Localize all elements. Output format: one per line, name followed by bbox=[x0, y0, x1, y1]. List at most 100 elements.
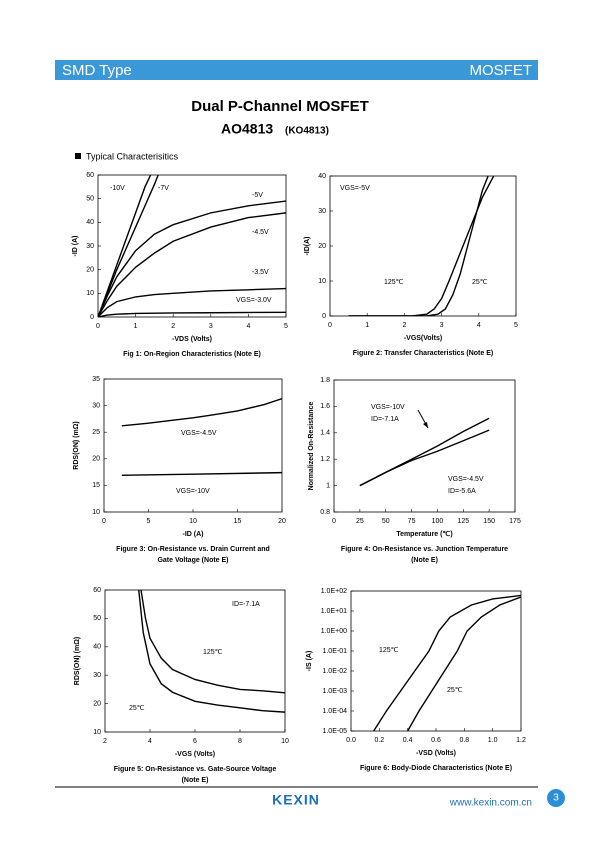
y-tick-label: 20 bbox=[86, 267, 94, 274]
annotation: 125℃ bbox=[384, 279, 404, 286]
y-tick-label: 30 bbox=[92, 402, 100, 409]
y-tick-label: 1 bbox=[326, 482, 330, 489]
x-tick-label: 25 bbox=[356, 518, 364, 525]
y-tick-label: 20 bbox=[92, 456, 100, 463]
y-tick-label: 40 bbox=[318, 173, 326, 180]
annotation: -3.5V bbox=[252, 269, 269, 276]
y-tick-label: 1.0E-03 bbox=[322, 688, 347, 695]
part-alt: (KO4813) bbox=[285, 126, 329, 137]
y-axis-label: -ID(A) bbox=[304, 236, 311, 255]
x-tick-label: 1.0 bbox=[488, 737, 498, 744]
annotation: VGS=-4.5V bbox=[181, 430, 217, 437]
x-tick-label: 5 bbox=[147, 518, 151, 525]
x-tick-label: 75 bbox=[408, 518, 416, 525]
x-tick-label: 5 bbox=[514, 322, 518, 329]
y-tick-label: 15 bbox=[92, 482, 100, 489]
curve bbox=[98, 311, 286, 317]
caption: Figure 5: On-Resistance vs. Gate-Source … bbox=[114, 766, 277, 773]
x-tick-label: 1 bbox=[134, 323, 138, 330]
x-tick-label: 2 bbox=[402, 322, 406, 329]
x-axis-label: -VDS (Volts) bbox=[172, 336, 212, 343]
annotation: 25℃ bbox=[447, 687, 463, 694]
x-axis-label: Temperature (℃) bbox=[396, 530, 452, 538]
x-tick-label: 0 bbox=[96, 323, 100, 330]
annotation: 125℃ bbox=[379, 647, 399, 654]
x-tick-label: 15 bbox=[234, 518, 242, 525]
x-tick-label: 0.0 bbox=[346, 737, 356, 744]
annotation: VGS=-4.5V bbox=[448, 476, 484, 483]
y-tick-label: 30 bbox=[93, 672, 101, 679]
page-number: 3 bbox=[553, 793, 559, 804]
y-tick-label: 0 bbox=[90, 314, 94, 321]
x-tick-label: 3 bbox=[209, 323, 213, 330]
arrow-head bbox=[423, 422, 428, 428]
plot-frame bbox=[329, 175, 517, 317]
x-tick-label: 10 bbox=[189, 518, 197, 525]
y-tick-label: 35 bbox=[92, 376, 100, 383]
curve bbox=[138, 590, 285, 713]
x-tick-label: 50 bbox=[382, 518, 390, 525]
curve bbox=[348, 176, 489, 316]
x-tick-label: 4 bbox=[477, 322, 481, 329]
x-tick-label: 1.2 bbox=[516, 737, 526, 744]
plot-frame bbox=[350, 590, 522, 732]
x-tick-label: 2 bbox=[103, 738, 107, 745]
annotation: ID=-7.1A bbox=[371, 416, 399, 423]
header-bar bbox=[55, 60, 538, 80]
y-tick-label: 1.0E-02 bbox=[322, 668, 347, 675]
annotation: -7V bbox=[158, 185, 169, 192]
x-tick-label: 8 bbox=[238, 738, 242, 745]
annotation: VGS=-10V bbox=[176, 488, 210, 495]
y-tick-label: 1.4 bbox=[320, 430, 330, 437]
curve bbox=[140, 590, 285, 694]
curve bbox=[348, 176, 495, 316]
caption: Fig 1: On-Region Characteristics (Note E… bbox=[123, 351, 261, 358]
x-tick-label: 175 bbox=[509, 518, 521, 525]
y-tick-label: 30 bbox=[86, 243, 94, 250]
y-tick-label: 40 bbox=[86, 219, 94, 226]
x-tick-label: 150 bbox=[483, 518, 495, 525]
x-tick-label: 0 bbox=[328, 322, 332, 329]
x-tick-label: 1 bbox=[365, 322, 369, 329]
y-axis-label: -IS (A) bbox=[306, 651, 313, 672]
annotation: ID=-7.1A bbox=[232, 601, 260, 608]
y-axis-label: RDS(ON) (mΩ) bbox=[73, 421, 80, 469]
x-tick-label: 5 bbox=[284, 323, 288, 330]
curve bbox=[407, 596, 521, 731]
annotation: VGS=-10V bbox=[371, 404, 405, 411]
y-tick-label: 0.8 bbox=[320, 509, 330, 516]
y-tick-label: 1.0E+01 bbox=[321, 608, 347, 615]
caption: Figure 3: On-Resistance vs. Drain Curren… bbox=[116, 546, 270, 553]
caption: Figure 4: On-Resistance vs. Junction Tem… bbox=[341, 546, 508, 553]
x-tick-label: 0 bbox=[332, 518, 336, 525]
curve bbox=[373, 594, 521, 731]
y-tick-label: 1.2 bbox=[320, 456, 330, 463]
x-axis-label: -VSD (Volts) bbox=[416, 750, 456, 757]
x-tick-label: 2 bbox=[171, 323, 175, 330]
section-title: Typical Characterisitics bbox=[86, 151, 179, 161]
annotation: VGS=-5V bbox=[340, 185, 370, 192]
y-tick-label: 1.6 bbox=[320, 403, 330, 410]
y-tick-label: 0 bbox=[322, 313, 326, 320]
y-tick-label: 1.0E-01 bbox=[322, 648, 347, 655]
annotation: -4.5V bbox=[252, 229, 269, 236]
annotation: ID=-5.6A bbox=[448, 488, 476, 495]
page-badge bbox=[547, 789, 565, 807]
y-tick-label: 10 bbox=[86, 290, 94, 297]
x-tick-label: 4 bbox=[246, 323, 250, 330]
curve bbox=[121, 398, 282, 427]
header-right: MOSFET bbox=[470, 62, 533, 79]
y-tick-label: 10 bbox=[92, 509, 100, 516]
curve bbox=[98, 200, 286, 317]
plot-frame bbox=[333, 379, 516, 513]
x-tick-label: 0 bbox=[102, 518, 106, 525]
annotation: VGS=-3.0V bbox=[236, 297, 272, 304]
y-axis-label: RDS(ON) (mΩ) bbox=[74, 637, 81, 685]
annotation: -10V bbox=[110, 185, 125, 192]
annotation: 25℃ bbox=[472, 279, 488, 286]
y-tick-label: 1.0E-04 bbox=[322, 708, 347, 715]
caption: Gate Voltage (Note E) bbox=[157, 557, 228, 564]
doc-title: Dual P-Channel MOSFET bbox=[191, 98, 369, 115]
y-tick-label: 10 bbox=[93, 729, 101, 736]
